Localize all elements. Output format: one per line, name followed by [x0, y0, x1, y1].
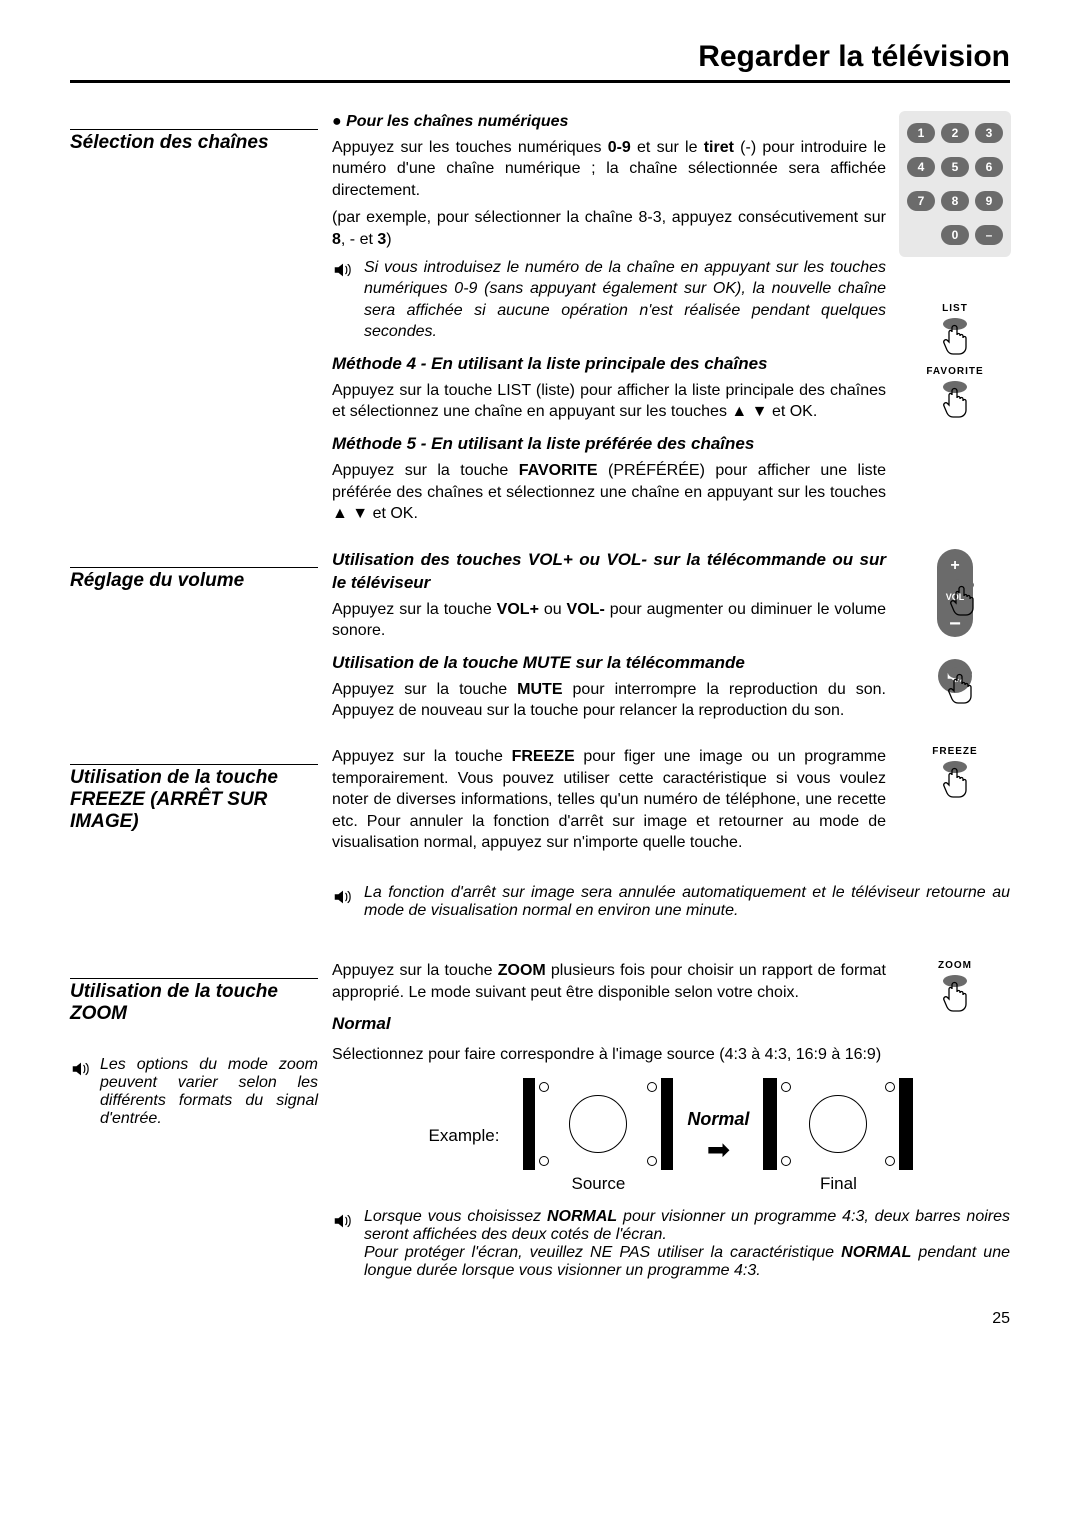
vol-p1: Appuyez sur la touche VOL+ ou VOL- pour … — [332, 599, 886, 642]
section-zoom: Utilisation de la touche ZOOM Appuyez su… — [70, 960, 1010, 1040]
arrow-icon: ➡ — [707, 1136, 730, 1164]
section-volume: Réglage du volume Utilisation des touche… — [70, 549, 1010, 728]
freeze-heading: Utilisation de la touche FREEZE (ARRÊT S… — [70, 767, 318, 833]
method4-heading: Méthode 4 - En utilisant la liste princi… — [332, 353, 886, 376]
favorite-button-graphic: FAVORITE — [926, 366, 983, 421]
vol-sub2: Utilisation de la touche MUTE sur la tél… — [332, 652, 886, 675]
freeze-note: La fonction d'arrêt sur image sera annul… — [332, 884, 1010, 920]
source-screen — [523, 1078, 673, 1170]
key-1: 1 — [907, 123, 935, 143]
key-4: 4 — [907, 157, 935, 177]
zoom-body: Appuyez sur la touche ZOOM plusieurs foi… — [332, 960, 886, 1003]
speaker-icon — [332, 884, 354, 913]
vol-p2: Appuyez sur la touche MUTE pour interrom… — [332, 679, 886, 722]
key-–: – — [975, 225, 1003, 245]
channel-p1: Appuyez sur les touches numériques 0-9 e… — [332, 137, 886, 202]
page-title: Regarder la télévision — [70, 40, 1010, 83]
key-8: 8 — [941, 191, 969, 211]
method4-body: Appuyez sur la touche LIST (liste) pour … — [332, 380, 886, 423]
section-channel: Sélection des chaînes Pour les chaînes n… — [70, 111, 1010, 531]
key-6: 6 — [975, 157, 1003, 177]
section-freeze: Utilisation de la touche FREEZE (ARRÊT S… — [70, 746, 1010, 860]
vol-sub1: Utilisation des touches VOL+ ou VOL- sur… — [332, 549, 886, 595]
channel-note: Si vous introduisez le numéro de la chaî… — [332, 257, 886, 343]
mute-button-graphic — [938, 659, 972, 693]
key-3: 3 — [975, 123, 1003, 143]
normal-heading: Normal — [332, 1013, 886, 1036]
key-7: 7 — [907, 191, 935, 211]
freeze-button-graphic: FREEZE — [932, 746, 977, 801]
freeze-body: Appuyez sur la touche FREEZE pour figer … — [332, 746, 886, 854]
page-number: 25 — [70, 1310, 1010, 1328]
zoom-diagram: Example: Source Normal ➡ — [332, 1078, 1010, 1194]
key-2: 2 — [941, 123, 969, 143]
key-5: 5 — [941, 157, 969, 177]
channel-p2: (par exemple, pour sélectionner la chaîn… — [332, 207, 886, 250]
speaker-icon — [332, 257, 354, 288]
key-9: 9 — [975, 191, 1003, 211]
zoom-heading: Utilisation de la touche ZOOM — [70, 981, 318, 1025]
key-0: 0 — [941, 225, 969, 245]
zoom-left-note: Les options du mode zoom peuvent varier … — [70, 1056, 318, 1290]
numeric-keypad: 123 456 7890– — [899, 111, 1011, 257]
method5-body: Appuyez sur la touche FAVORITE (PRÉFÉRÉE… — [332, 460, 886, 525]
vol-button-graphic: + VOL − — [937, 549, 973, 637]
channel-heading: Sélection des chaînes — [70, 132, 318, 154]
normal-desc: Sélectionnez pour faire correspondre à l… — [332, 1046, 1010, 1064]
zoom-note2: Lorsque vous choisissez NORMAL pour visi… — [332, 1208, 1010, 1280]
speaker-icon — [332, 1208, 354, 1237]
speaker-icon — [70, 1056, 92, 1290]
zoom-button-graphic: ZOOM — [938, 960, 972, 1015]
volume-heading: Réglage du volume — [70, 570, 318, 592]
list-button-graphic: LIST — [938, 303, 972, 358]
digital-subheading: Pour les chaînes numériques — [332, 111, 886, 133]
final-screen — [763, 1078, 913, 1170]
method5-heading: Méthode 5 - En utilisant la liste préfér… — [332, 433, 886, 456]
